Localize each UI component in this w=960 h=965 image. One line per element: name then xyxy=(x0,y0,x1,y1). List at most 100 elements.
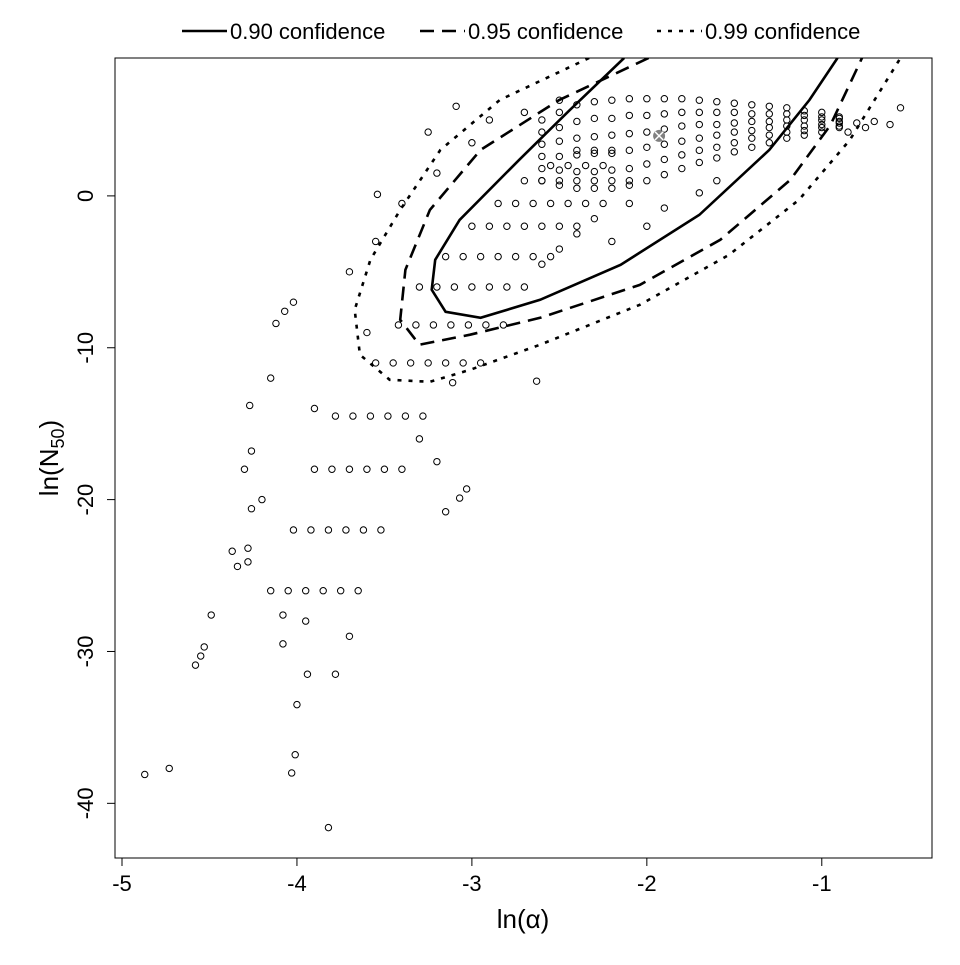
data-point xyxy=(503,283,511,291)
y-tick-label: -10 xyxy=(73,332,98,364)
data-point xyxy=(660,155,669,164)
data-point xyxy=(800,131,808,139)
data-point xyxy=(730,99,739,107)
data-point xyxy=(590,114,599,123)
data-point xyxy=(695,96,704,104)
y-tick-label: 0 xyxy=(73,190,98,202)
data-point xyxy=(748,101,756,109)
data-point xyxy=(141,770,149,779)
data-point xyxy=(713,98,721,106)
data-point xyxy=(468,222,476,230)
data-point xyxy=(532,377,541,385)
data-point xyxy=(529,199,537,208)
data-point xyxy=(695,189,704,197)
data-point xyxy=(730,108,739,117)
data-point xyxy=(886,120,894,129)
data-point xyxy=(373,190,382,199)
data-point xyxy=(331,670,340,678)
data-point xyxy=(441,359,450,367)
data-point xyxy=(485,283,494,291)
data-point xyxy=(573,184,581,192)
data-point xyxy=(555,177,564,185)
data-point xyxy=(800,111,808,120)
data-point xyxy=(730,139,739,147)
data-point xyxy=(246,401,254,410)
data-point xyxy=(713,154,721,162)
data-point xyxy=(538,152,546,161)
data-point xyxy=(482,321,490,329)
data-point xyxy=(765,131,773,139)
data-point xyxy=(678,151,686,159)
legend-label: 0.90 confidence xyxy=(230,19,385,44)
data-point xyxy=(293,700,301,709)
data-point xyxy=(247,505,256,513)
data-point xyxy=(625,129,634,138)
data-point xyxy=(748,117,756,126)
data-point xyxy=(345,465,354,473)
x-tick-label: -5 xyxy=(112,871,132,896)
data-point xyxy=(660,170,669,179)
data-point xyxy=(307,526,315,534)
data-point xyxy=(713,108,721,117)
data-point xyxy=(818,123,826,132)
data-point xyxy=(608,177,616,185)
data-point xyxy=(800,116,808,124)
data-point xyxy=(191,661,200,669)
data-point xyxy=(573,167,581,176)
data-point xyxy=(233,562,242,571)
data-point xyxy=(730,148,739,156)
data-point xyxy=(818,108,826,117)
data-point xyxy=(590,184,599,192)
data-point xyxy=(520,177,529,185)
data-point xyxy=(625,94,634,103)
data-point xyxy=(573,222,581,230)
data-point xyxy=(625,111,634,120)
data-point xyxy=(433,457,441,466)
data-point xyxy=(625,164,634,173)
data-point xyxy=(695,158,704,167)
data-point xyxy=(284,587,292,595)
data-point xyxy=(258,495,266,504)
data-point xyxy=(730,119,739,127)
data-point xyxy=(272,319,280,328)
data-point xyxy=(538,260,546,268)
data-point xyxy=(301,617,310,625)
data-point xyxy=(660,204,669,212)
data-point xyxy=(538,140,546,148)
data-point xyxy=(303,670,312,678)
data-point xyxy=(678,94,686,103)
data-point xyxy=(228,547,236,555)
data-point xyxy=(555,166,564,174)
data-point xyxy=(406,359,415,367)
data-point xyxy=(608,146,616,155)
data-point xyxy=(608,96,616,104)
data-point xyxy=(748,110,756,118)
data-point xyxy=(660,140,669,148)
data-point xyxy=(555,96,564,104)
data-point xyxy=(429,321,438,329)
data-point xyxy=(713,143,721,151)
data-point xyxy=(244,544,252,552)
x-tick-label: -4 xyxy=(287,871,307,896)
data-point xyxy=(660,94,669,103)
data-point xyxy=(573,151,581,159)
y-tick-label: -20 xyxy=(73,484,98,516)
y-axis: -40 -30 -20 -10 0 xyxy=(73,190,115,819)
data-point xyxy=(695,134,704,142)
data-point xyxy=(555,108,564,117)
data-point xyxy=(462,485,471,493)
data-point xyxy=(165,764,173,773)
data-point xyxy=(279,640,287,648)
data-point xyxy=(485,116,494,124)
data-point xyxy=(468,139,476,147)
x-axis: -5 -4 -3 -2 -1 xyxy=(112,857,832,896)
data-point xyxy=(389,359,397,367)
data-point xyxy=(555,245,564,253)
data-point xyxy=(267,374,275,382)
data-point xyxy=(280,307,289,316)
data-point xyxy=(643,222,651,230)
data-point xyxy=(538,222,546,230)
data-point xyxy=(713,131,721,139)
data-point xyxy=(783,116,791,124)
data-point xyxy=(896,104,905,112)
